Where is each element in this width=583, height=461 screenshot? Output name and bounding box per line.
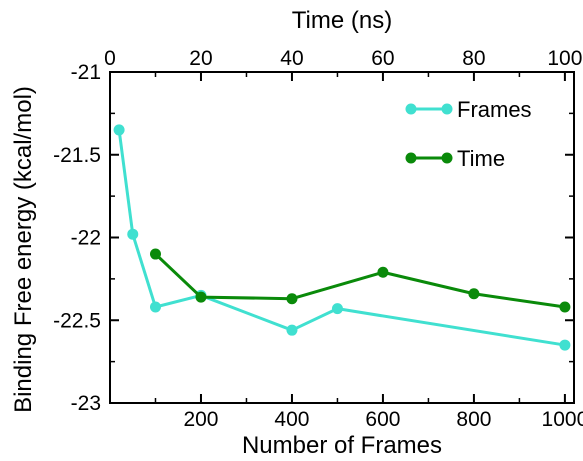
- y-axis-title: Binding Free energy (kcal/mol): [10, 86, 37, 413]
- legend-label-frames: Frames: [457, 97, 532, 122]
- data-point-time: [195, 291, 207, 303]
- y-tick-label: -21: [71, 61, 101, 84]
- y-tick-label: -21.5: [53, 144, 101, 167]
- data-point-frames: [113, 124, 125, 136]
- plot-frame: [109, 71, 575, 404]
- data-point-frames: [331, 303, 343, 315]
- series-layer: [113, 124, 571, 351]
- legend-marker-frames: [441, 103, 453, 115]
- x-top-tick-label: 20: [189, 47, 212, 70]
- data-point-time: [286, 293, 298, 305]
- x-bottom-tick-label: 600: [365, 408, 400, 431]
- data-point-time: [149, 248, 161, 260]
- x-top-tick-label: 80: [462, 47, 485, 70]
- x-bottom-tick-label: 1000: [542, 408, 583, 431]
- data-point-time: [377, 266, 389, 278]
- data-point-time: [468, 288, 480, 300]
- x-top-tick-label: 60: [371, 47, 394, 70]
- x-bottom-tick-label: 400: [274, 408, 309, 431]
- x-top-tick-label: 0: [104, 47, 116, 70]
- legend-marker-time: [405, 152, 417, 164]
- x-axis-title-top: Time (ns): [292, 7, 392, 34]
- data-point-frames: [127, 228, 139, 240]
- x-top-tick-label: 40: [280, 47, 303, 70]
- x-bottom-tick-label: 200: [183, 408, 218, 431]
- legend: Frames Time: [405, 97, 532, 171]
- legend-marker-frames: [405, 103, 417, 115]
- x-axis-title-bottom: Number of Frames: [242, 432, 442, 459]
- tick-labels-layer: 200 400 600 800 1000 0 20 40 60 80 100 -23 -22.5 -22 -…: [53, 47, 583, 431]
- legend-marker-time: [441, 152, 453, 164]
- legend-label-time: Time: [457, 146, 505, 171]
- data-point-frames: [149, 301, 161, 313]
- data-point-frames: [559, 339, 571, 351]
- data-point-frames: [286, 324, 298, 336]
- y-tick-label: -22: [71, 227, 101, 250]
- x-bottom-tick-label: 800: [456, 408, 491, 431]
- data-point-time: [559, 301, 571, 313]
- y-tick-label: -23: [71, 392, 101, 415]
- series-line-time: [154, 252, 566, 309]
- y-tick-label: -22.5: [53, 309, 101, 332]
- x-top-tick-label: 100: [547, 47, 582, 70]
